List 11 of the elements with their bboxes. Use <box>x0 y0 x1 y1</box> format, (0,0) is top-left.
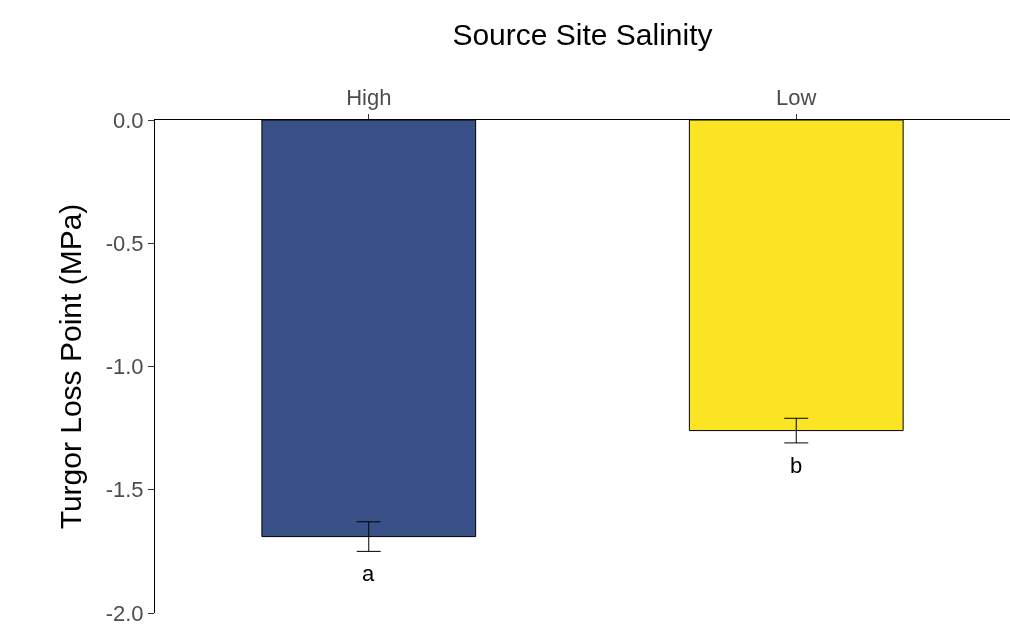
y-tick-label: -1.0 <box>105 354 144 380</box>
x-tick-label: Low <box>776 85 817 111</box>
y-axis-title: Turgor Loss Point (MPa) <box>53 203 87 530</box>
annotation: a <box>362 561 375 586</box>
x-tick-label: High <box>346 85 392 111</box>
x-axis-title: Source Site Salinity <box>452 18 713 52</box>
y-tick-label: -0.5 <box>105 230 144 256</box>
y-tick-label: -1.5 <box>105 477 144 503</box>
annotation: b <box>790 453 803 478</box>
y-tick-label: 0.0 <box>113 107 144 133</box>
y-tick-label: -2.0 <box>105 600 144 626</box>
